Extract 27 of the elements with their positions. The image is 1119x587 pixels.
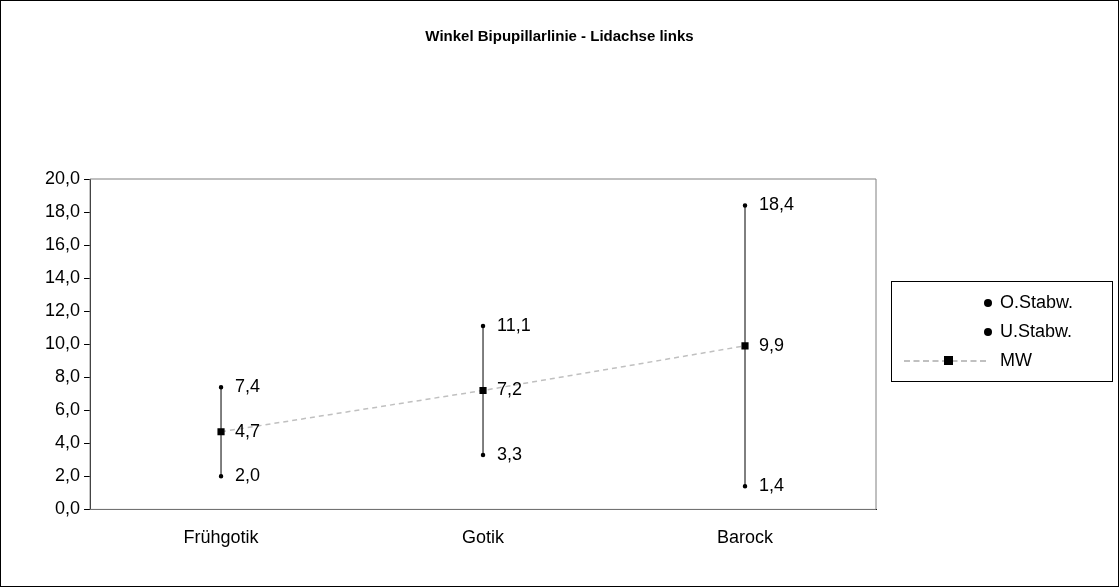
x-tick-label: Barock [716, 527, 775, 548]
chart-title: Winkel Bipupillarlinie - Lidachse links [424, 27, 695, 44]
y-tick-label: 4,0 [55, 432, 81, 453]
data-label: 1,4 [759, 475, 785, 496]
data-label: 4,7 [235, 420, 261, 441]
y-tick-label: 18,0 [44, 201, 81, 222]
data-label: 3,3 [497, 443, 523, 464]
y-tick-label: 8,0 [55, 366, 81, 387]
y-tick-label: 10,0 [44, 333, 81, 354]
x-tick-label: Frühgotik [183, 527, 260, 548]
x-tick-label: Gotik [462, 527, 506, 548]
legend-label: MW [1000, 350, 1032, 371]
data-label: 9,9 [759, 334, 785, 355]
data-label: 18,4 [759, 194, 795, 215]
legend-label: U.Stabw. [1000, 321, 1073, 342]
y-tick-label: 0,0 [55, 498, 81, 519]
data-label: 7,2 [497, 379, 523, 400]
y-tick-label: 12,0 [44, 300, 81, 321]
legend-label: O.Stabw. [1000, 292, 1074, 313]
y-tick-label: 16,0 [44, 234, 81, 255]
y-tick-label: 6,0 [55, 399, 81, 420]
y-tick-label: 14,0 [44, 267, 81, 288]
data-label: 2,0 [235, 465, 261, 486]
data-label: 11,1 [497, 315, 531, 335]
data-label: 7,4 [235, 376, 261, 397]
y-tick-label: 20,0 [44, 167, 81, 188]
y-tick-label: 2,0 [55, 465, 81, 486]
